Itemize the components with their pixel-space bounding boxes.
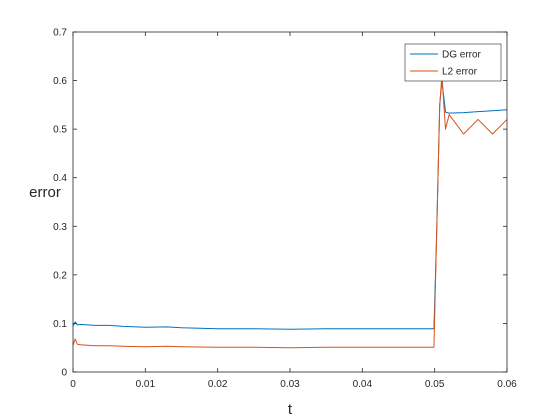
y-tick-label: 0.3	[53, 222, 67, 233]
x-tick-label: 0.06	[497, 379, 517, 390]
x-tick-label: 0.05	[425, 379, 445, 390]
y-tick-label: 0.7	[53, 28, 67, 39]
x-tick-label: 0.04	[353, 379, 373, 390]
series-line-dg-error	[72, 80, 508, 330]
x-axis: 0 0.01 0.02 0.03 0.04 0.05 0.06	[70, 32, 517, 390]
y-tick-label: 0.2	[53, 270, 67, 281]
legend-box	[404, 43, 502, 82]
y-axis: 0 0.1 0.2 0.3 0.4 0.5 0.6 0.7	[53, 28, 507, 379]
legend: DG error L2 error	[404, 43, 502, 82]
x-tick-label: 0.03	[280, 379, 300, 390]
legend-label-l2-error: L2 error	[442, 67, 478, 78]
y-tick-label: 0.6	[53, 76, 67, 87]
series-layer	[72, 75, 508, 349]
x-tick-label: 0.01	[136, 379, 156, 390]
x-tick-label: 0	[70, 379, 76, 390]
y-tick-label: 0.5	[53, 125, 67, 136]
x-tick-label: 0.02	[208, 379, 228, 390]
series-line-l2-error	[72, 75, 508, 349]
legend-label-dg-error: DG error	[442, 50, 482, 61]
x-axis-title: t	[288, 401, 293, 418]
y-tick-label: 0	[61, 368, 67, 379]
y-tick-label: 0.4	[53, 173, 67, 184]
y-tick-label: 0.1	[53, 319, 67, 330]
y-axis-title: error	[29, 184, 61, 201]
